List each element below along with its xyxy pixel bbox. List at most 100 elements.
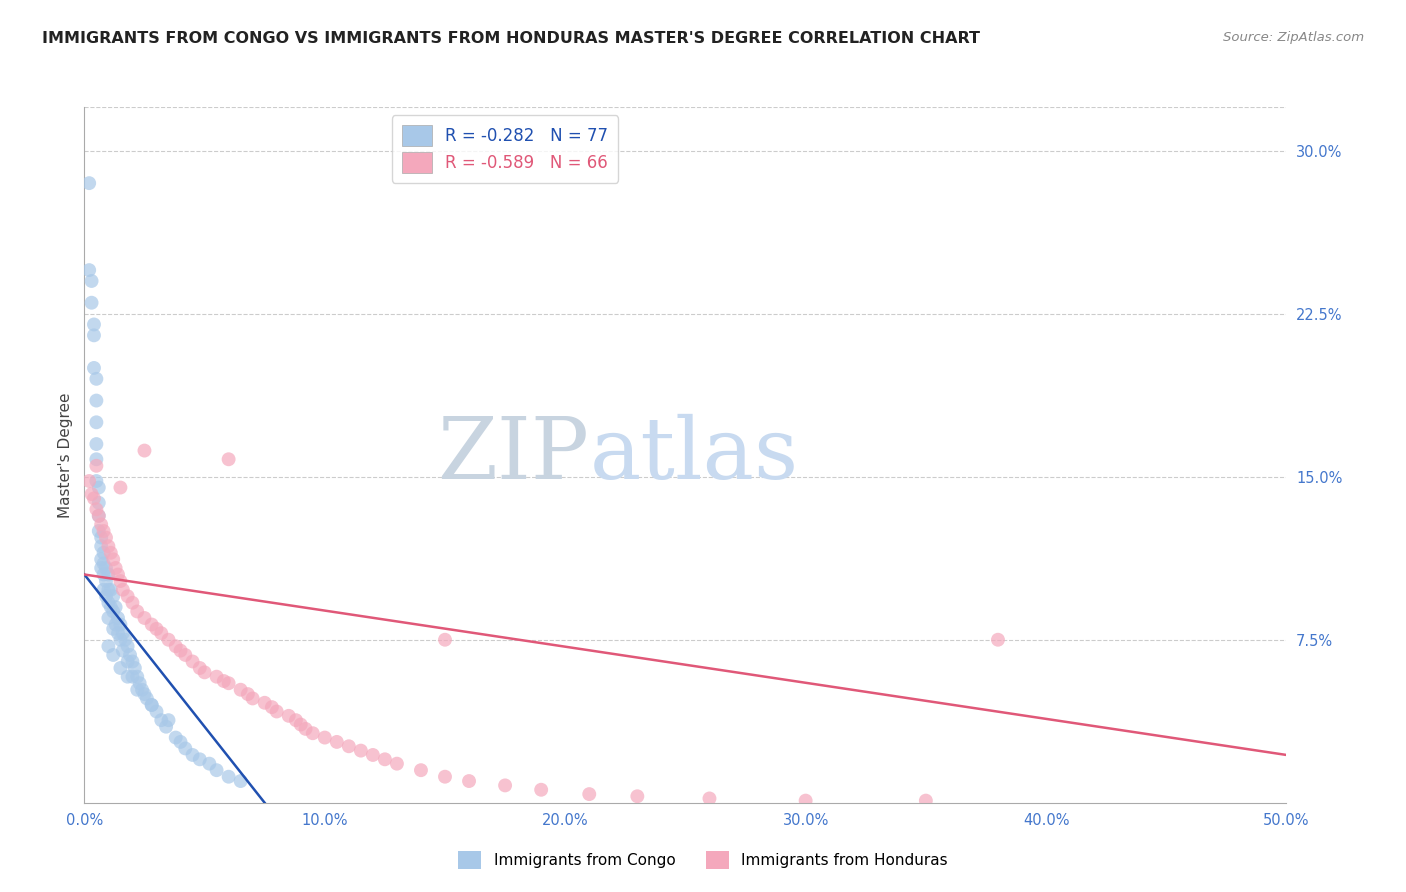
Point bbox=[229, 774, 252, 789]
Point bbox=[93, 582, 115, 597]
Point bbox=[121, 655, 143, 669]
Point bbox=[128, 676, 150, 690]
Point bbox=[229, 682, 252, 697]
Point bbox=[86, 458, 108, 473]
Point bbox=[236, 687, 259, 701]
Point bbox=[218, 452, 240, 467]
Point bbox=[987, 632, 1010, 647]
Point bbox=[86, 502, 108, 516]
Point bbox=[915, 794, 938, 808]
Point bbox=[157, 632, 180, 647]
Point bbox=[94, 561, 117, 575]
Point bbox=[107, 567, 129, 582]
Point bbox=[205, 670, 228, 684]
Point bbox=[77, 474, 100, 488]
Point bbox=[80, 274, 103, 288]
Point bbox=[361, 747, 384, 762]
Point bbox=[117, 589, 139, 603]
Point bbox=[118, 648, 141, 662]
Point bbox=[90, 531, 112, 545]
Text: Source: ZipAtlas.com: Source: ZipAtlas.com bbox=[1223, 31, 1364, 45]
Point bbox=[131, 682, 153, 697]
Point bbox=[86, 474, 108, 488]
Point bbox=[103, 622, 125, 636]
Y-axis label: Master's Degree: Master's Degree bbox=[58, 392, 73, 517]
Point bbox=[314, 731, 336, 745]
Point bbox=[86, 393, 108, 408]
Point bbox=[434, 770, 457, 784]
Point bbox=[86, 415, 108, 429]
Point bbox=[87, 481, 110, 495]
Point bbox=[117, 670, 139, 684]
Point bbox=[83, 328, 105, 343]
Point bbox=[104, 600, 127, 615]
Point bbox=[100, 582, 122, 597]
Point bbox=[93, 546, 115, 560]
Point bbox=[94, 589, 117, 603]
Point bbox=[93, 567, 115, 582]
Point bbox=[93, 524, 115, 538]
Point bbox=[87, 508, 110, 523]
Point bbox=[385, 756, 408, 771]
Point bbox=[434, 632, 457, 647]
Point bbox=[121, 596, 143, 610]
Point bbox=[103, 605, 125, 619]
Point bbox=[253, 696, 276, 710]
Point bbox=[134, 687, 156, 701]
Point bbox=[87, 508, 110, 523]
Point bbox=[135, 691, 157, 706]
Point bbox=[111, 626, 134, 640]
Point bbox=[97, 539, 120, 553]
Point bbox=[277, 708, 299, 723]
Point bbox=[110, 617, 132, 632]
Point bbox=[374, 752, 396, 766]
Point bbox=[97, 567, 120, 582]
Point bbox=[110, 661, 132, 675]
Point bbox=[121, 670, 143, 684]
Point bbox=[284, 713, 307, 727]
Point bbox=[205, 763, 228, 777]
Point bbox=[110, 632, 132, 647]
Point bbox=[83, 491, 105, 506]
Point bbox=[117, 639, 139, 653]
Point bbox=[145, 622, 167, 636]
Point bbox=[90, 552, 112, 566]
Point bbox=[242, 691, 264, 706]
Point bbox=[104, 561, 127, 575]
Point bbox=[77, 176, 100, 190]
Point bbox=[169, 643, 191, 657]
Point bbox=[93, 557, 115, 571]
Point bbox=[458, 774, 481, 789]
Point bbox=[111, 643, 134, 657]
Point bbox=[181, 655, 204, 669]
Legend: R = -0.282   N = 77, R = -0.589   N = 66: R = -0.282 N = 77, R = -0.589 N = 66 bbox=[392, 115, 619, 183]
Point bbox=[181, 747, 204, 762]
Legend: Immigrants from Congo, Immigrants from Honduras: Immigrants from Congo, Immigrants from H… bbox=[453, 845, 953, 875]
Point bbox=[134, 443, 156, 458]
Text: IMMIGRANTS FROM CONGO VS IMMIGRANTS FROM HONDURAS MASTER'S DEGREE CORRELATION CH: IMMIGRANTS FROM CONGO VS IMMIGRANTS FROM… bbox=[42, 31, 980, 46]
Point bbox=[97, 596, 120, 610]
Point bbox=[145, 705, 167, 719]
Point bbox=[155, 720, 177, 734]
Point bbox=[111, 582, 134, 597]
Point bbox=[699, 791, 721, 805]
Text: atlas: atlas bbox=[589, 413, 799, 497]
Point bbox=[794, 794, 817, 808]
Point bbox=[97, 582, 120, 597]
Point bbox=[626, 789, 648, 804]
Point bbox=[141, 698, 163, 712]
Point bbox=[294, 722, 316, 736]
Point bbox=[80, 487, 103, 501]
Point bbox=[218, 676, 240, 690]
Point bbox=[218, 770, 240, 784]
Point bbox=[212, 674, 235, 689]
Point bbox=[87, 496, 110, 510]
Point bbox=[194, 665, 217, 680]
Point bbox=[290, 717, 312, 731]
Point bbox=[97, 611, 120, 625]
Point bbox=[107, 626, 129, 640]
Point bbox=[83, 360, 105, 375]
Point bbox=[337, 739, 360, 754]
Point bbox=[188, 661, 211, 675]
Point bbox=[494, 778, 516, 792]
